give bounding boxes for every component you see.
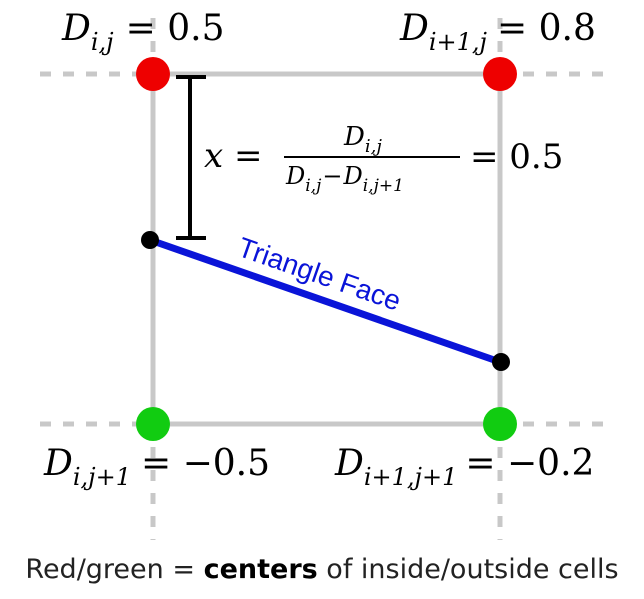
distance-marker [176, 75, 206, 240]
interpolation-formula: x = Di,j Di,j−Di,j+1 = 0.5 [204, 122, 563, 196]
label-top-left: Di,j = 0.5 [61, 8, 224, 56]
label-top-right-symbol: D [399, 8, 429, 49]
label-bottom-left-symbol: D [43, 443, 73, 484]
label-bottom-right-subscript: i+1,j+1 [364, 463, 458, 491]
label-bottom-left-value: = −0.5 [141, 443, 270, 484]
label-top-left-subscript: i,j [91, 28, 114, 56]
label-top-right-value: = 0.8 [497, 8, 596, 49]
corner-point-bottom-right [483, 407, 517, 441]
label-top-right: Di+1,j = 0.8 [399, 8, 596, 56]
formula-denominator-minus: − [322, 162, 342, 190]
corner-point-top-left [136, 57, 170, 91]
corner-point-bottom-left [136, 407, 170, 441]
label-bottom-right: Di+1,j+1 = −0.2 [334, 443, 594, 491]
formula-numerator-symbol: D [343, 122, 365, 152]
caption-text-bold: centers [203, 554, 318, 585]
figure-caption: Red/green = centers of inside/outside ce… [0, 554, 644, 585]
intersection-point-right [492, 353, 510, 371]
label-bottom-right-value: = −0.2 [465, 443, 594, 484]
label-bottom-left: Di,j+1 = −0.5 [43, 443, 270, 491]
formula-rhs: = 0.5 [470, 137, 563, 177]
formula-lhs: x = [204, 136, 262, 176]
formula-numerator-subscript: i,j [365, 136, 382, 157]
formula-denominator-subscript-2: i,j+1 [363, 176, 404, 196]
formula-denominator-symbol-1: D [285, 162, 305, 190]
grid-extensions [40, 18, 606, 540]
caption-text-after: of inside/outside cells [317, 554, 619, 585]
triangle-face-line [146, 236, 504, 366]
intersection-point-left [141, 231, 159, 249]
grid-cell [150, 71, 503, 427]
label-top-right-subscript: i+1,j [429, 28, 488, 56]
formula-denominator-symbol-2: D [342, 162, 362, 190]
triangle-face-label: Triangle Face [234, 231, 405, 316]
formula-denominator: Di,j−Di,j+1 [285, 162, 404, 196]
corner-point-top-right [483, 57, 517, 91]
label-top-left-value: = 0.5 [126, 8, 225, 49]
label-bottom-right-symbol: D [334, 443, 364, 484]
formula-numerator: Di,j [343, 122, 382, 157]
caption-text-before: Red/green = [25, 554, 204, 585]
label-top-left-symbol: D [61, 8, 91, 49]
label-bottom-left-subscript: i,j+1 [73, 463, 131, 491]
formula-denominator-subscript-1: i,j [305, 176, 322, 196]
